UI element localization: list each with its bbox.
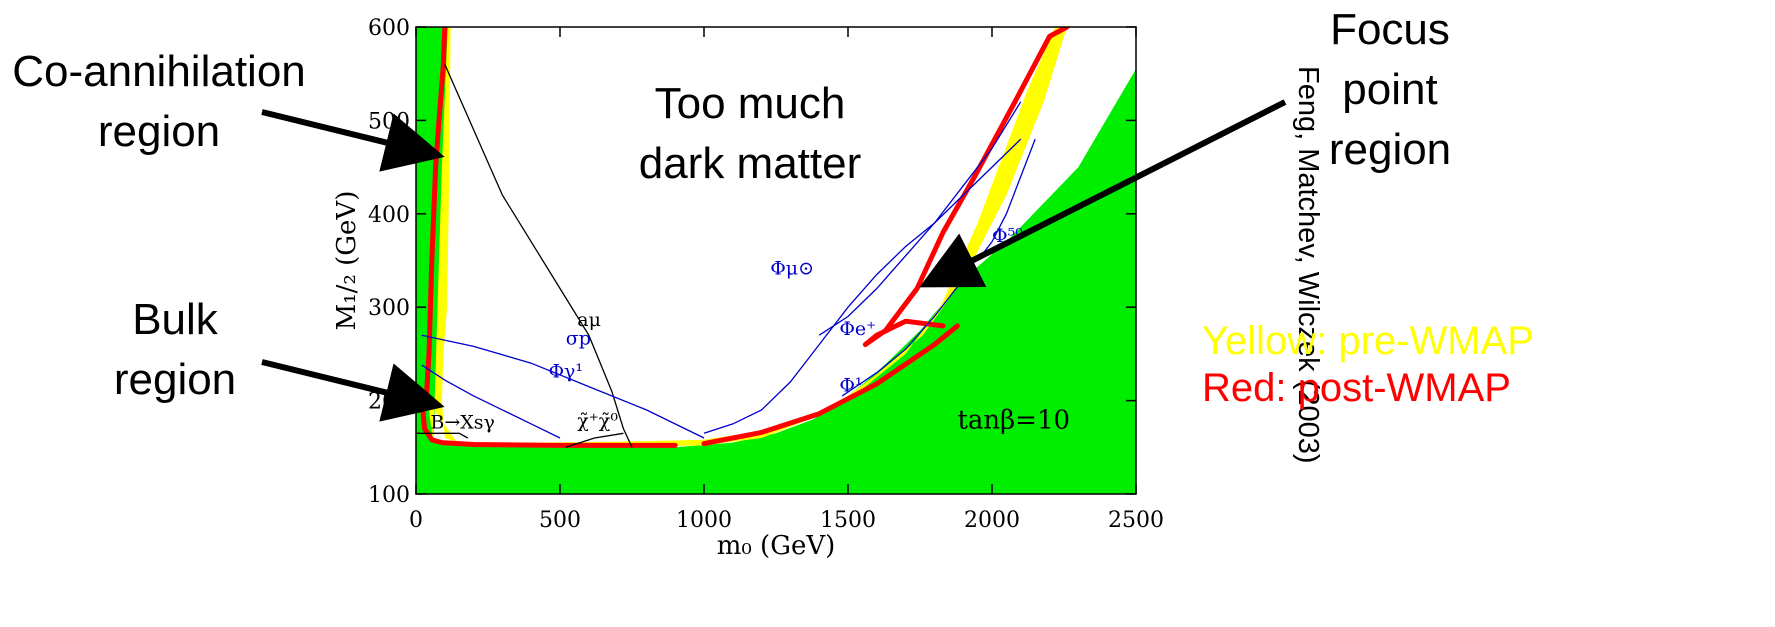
contour-label-3: Φμ⊙	[770, 258, 814, 280]
x-tick-label-0: 0	[409, 508, 423, 533]
contour-line-7	[565, 432, 624, 448]
contour-line-5	[841, 278, 964, 397]
contour-label-1: σp	[566, 328, 591, 350]
x-axis-label: m₀ (GeV)	[717, 531, 836, 561]
too-much-dark-matter-label: Too much dark matter	[638, 79, 862, 188]
bulk-arrow	[261, 359, 445, 422]
y-tick-label-0: 100	[368, 483, 410, 508]
contour-label-7: χ̃⁺χ̃⁰	[577, 410, 618, 432]
contour-line-6	[977, 138, 1036, 261]
tanbeta-annotation: tanβ=10	[957, 406, 1070, 436]
contour-line-3	[703, 138, 1022, 434]
coannihilation-label: Co-annihilation region	[12, 47, 306, 156]
x-tick-label-3: 1500	[820, 508, 876, 533]
contour-line-1	[421, 334, 705, 439]
contour-label-8: B→Xsγ	[430, 412, 495, 434]
bulk-label: Bulk region	[113, 295, 237, 404]
contour-label-2: Φγ¹	[548, 360, 583, 382]
x-tick-label-4: 2000	[964, 508, 1020, 533]
legend-post-wmap: Red: post-WMAP	[1202, 366, 1511, 410]
coannihilation-arrow	[261, 109, 445, 172]
region-0	[416, 27, 1136, 494]
y-axis-label: M₁/₂ (GeV)	[332, 191, 362, 331]
focus-label: Focus point region	[1328, 5, 1452, 174]
contour-line-0	[444, 64, 633, 448]
x-tick-label-2: 1000	[676, 508, 732, 533]
contour-label-5: Φ¹	[839, 374, 862, 396]
focus-point-arrow	[919, 99, 1287, 288]
plot-frame	[415, 26, 1137, 495]
legend-pre-wmap: Yellow: pre-WMAP	[1202, 319, 1534, 363]
x-tick-label-1: 500	[539, 508, 581, 533]
y-tick-label-4: 500	[368, 109, 410, 134]
contour-label-0: aμ	[577, 309, 601, 331]
post-wmap-line-3	[419, 398, 678, 448]
post-wmap-line-4	[701, 323, 960, 447]
x-tick-label-5: 2500	[1108, 508, 1164, 533]
contour-line-8	[416, 432, 469, 439]
contour-label-4: Φe⁺	[839, 318, 876, 340]
post-wmap-line-5	[862, 27, 1070, 348]
y-tick-label-5: 600	[368, 16, 410, 41]
y-tick-label-3: 400	[368, 203, 410, 228]
y-tick-label-2: 300	[368, 296, 410, 321]
